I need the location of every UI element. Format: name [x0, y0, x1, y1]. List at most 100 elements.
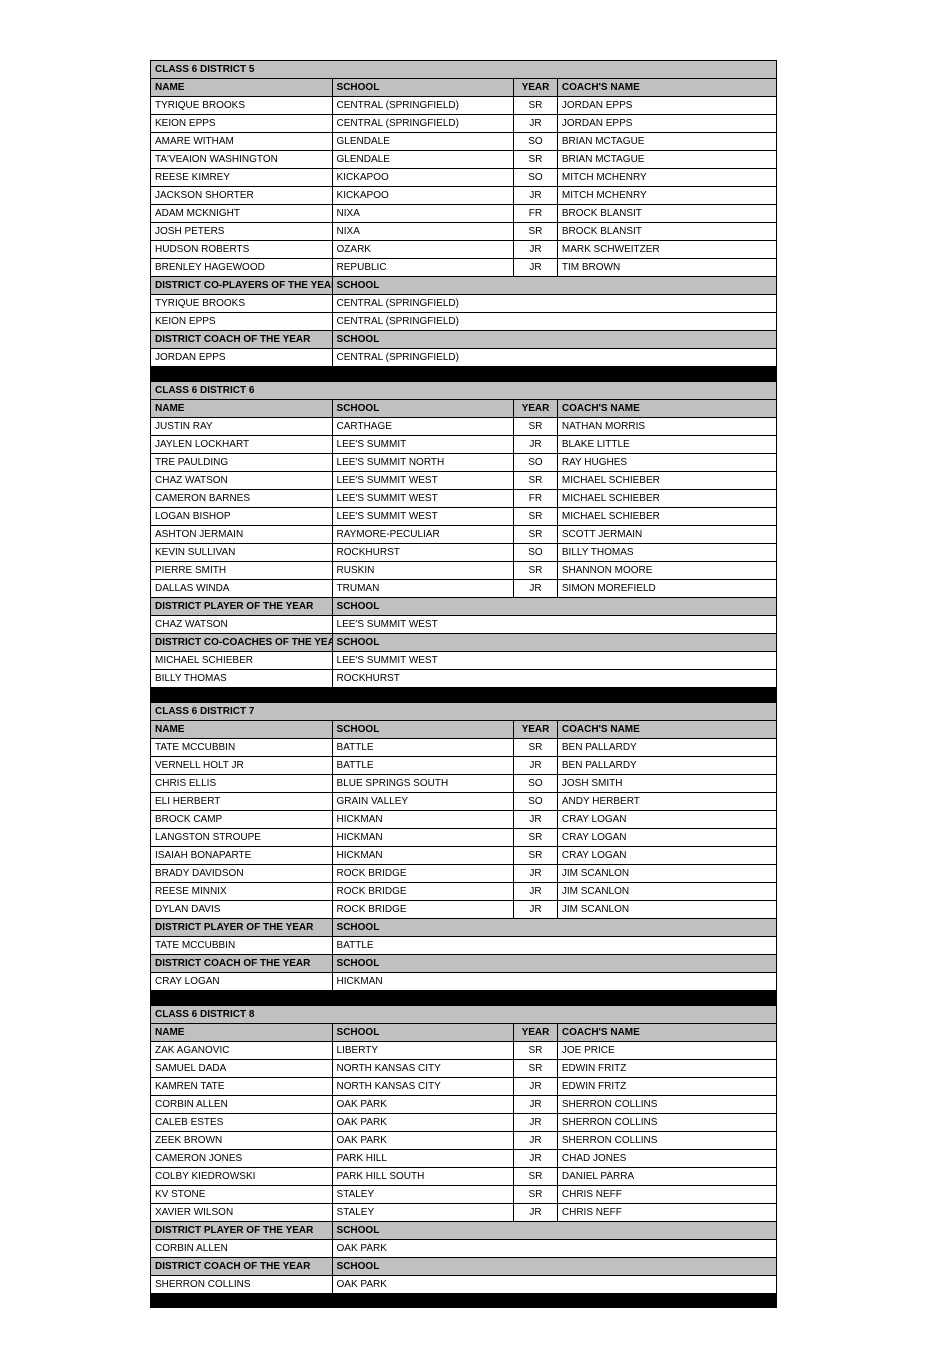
player-name: JOSH PETERS	[151, 223, 333, 241]
award-heading: DISTRICT PLAYER OF THE YEAR	[151, 598, 333, 616]
award-name: JORDAN EPPS	[151, 349, 333, 367]
district-separator	[150, 688, 777, 702]
player-name: ZAK AGANOVIC	[151, 1042, 333, 1060]
player-coach: BRIAN MCTAGUE	[557, 151, 776, 169]
player-name: JACKSON SHORTER	[151, 187, 333, 205]
award-heading: DISTRICT COACH OF THE YEAR	[151, 1258, 333, 1276]
player-row: TA'VEAION WASHINGTONGLENDALESRBRIAN MCTA…	[151, 151, 777, 169]
award-school: CENTRAL (SPRINGFIELD)	[332, 313, 776, 331]
player-coach: BEN PALLARDY	[557, 757, 776, 775]
player-name: CALEB ESTES	[151, 1114, 333, 1132]
award-name: SHERRON COLLINS	[151, 1276, 333, 1294]
award-heading: DISTRICT COACH OF THE YEAR	[151, 331, 333, 349]
player-name: ELI HERBERT	[151, 793, 333, 811]
player-row: JUSTIN RAYCARTHAGESRNATHAN MORRIS	[151, 418, 777, 436]
player-year: JR	[514, 1132, 558, 1150]
award-name: MICHAEL SCHIEBER	[151, 652, 333, 670]
player-name: TATE MCCUBBIN	[151, 739, 333, 757]
award-name: BILLY THOMAS	[151, 670, 333, 688]
award-row: CHAZ WATSONLEE'S SUMMIT WEST	[151, 616, 777, 634]
player-row: REESE MINNIXROCK BRIDGEJRJIM SCANLON	[151, 883, 777, 901]
player-school: NIXA	[332, 223, 514, 241]
award-school-header: SCHOOL	[332, 331, 776, 349]
player-name: BRADY DAVIDSON	[151, 865, 333, 883]
player-school: PARK HILL SOUTH	[332, 1168, 514, 1186]
player-coach: MITCH MCHENRY	[557, 169, 776, 187]
player-name: REESE MINNIX	[151, 883, 333, 901]
award-school: HICKMAN	[332, 973, 776, 991]
player-school: GRAIN VALLEY	[332, 793, 514, 811]
player-school: ROCKHURST	[332, 544, 514, 562]
district-separator	[150, 367, 777, 381]
player-name: XAVIER WILSON	[151, 1204, 333, 1222]
player-name: TYRIQUE BROOKS	[151, 97, 333, 115]
player-coach: NATHAN MORRIS	[557, 418, 776, 436]
award-school-header: SCHOOL	[332, 634, 776, 652]
player-year: SO	[514, 133, 558, 151]
district-table: CLASS 6 DISTRICT 5NAMESCHOOLYEARCOACH'S …	[150, 60, 777, 367]
player-name: BROCK CAMP	[151, 811, 333, 829]
col-header-name: NAME	[151, 79, 333, 97]
district-title: CLASS 6 DISTRICT 7	[151, 703, 777, 721]
award-row: CRAY LOGANHICKMAN	[151, 973, 777, 991]
col-header-school: SCHOOL	[332, 1024, 514, 1042]
player-coach: MICHAEL SCHIEBER	[557, 490, 776, 508]
player-school: HICKMAN	[332, 829, 514, 847]
player-row: KEION EPPSCENTRAL (SPRINGFIELD)JRJORDAN …	[151, 115, 777, 133]
player-row: PIERRE SMITHRUSKINSRSHANNON MOORE	[151, 562, 777, 580]
player-row: CAMERON JONESPARK HILLJRCHAD JONES	[151, 1150, 777, 1168]
player-name: ISAIAH BONAPARTE	[151, 847, 333, 865]
district-title: CLASS 6 DISTRICT 6	[151, 382, 777, 400]
player-row: KV STONESTALEYSRCHRIS NEFF	[151, 1186, 777, 1204]
player-name: KEION EPPS	[151, 115, 333, 133]
player-year: SO	[514, 775, 558, 793]
player-school: CENTRAL (SPRINGFIELD)	[332, 97, 514, 115]
player-name: DYLAN DAVIS	[151, 901, 333, 919]
player-row: ZEEK BROWNOAK PARKJRSHERRON COLLINS	[151, 1132, 777, 1150]
player-school: ROCK BRIDGE	[332, 901, 514, 919]
player-school: LEE'S SUMMIT	[332, 436, 514, 454]
player-school: PARK HILL	[332, 1150, 514, 1168]
award-row: SHERRON COLLINSOAK PARK	[151, 1276, 777, 1294]
player-coach: CHAD JONES	[557, 1150, 776, 1168]
award-heading: DISTRICT CO-PLAYERS OF THE YEAR	[151, 277, 333, 295]
player-year: JR	[514, 1114, 558, 1132]
player-year: JR	[514, 1150, 558, 1168]
player-row: JOSH PETERSNIXASRBROCK BLANSIT	[151, 223, 777, 241]
player-row: REESE KIMREYKICKAPOOSOMITCH MCHENRY	[151, 169, 777, 187]
award-school: BATTLE	[332, 937, 776, 955]
player-coach: JIM SCANLON	[557, 883, 776, 901]
player-year: SR	[514, 829, 558, 847]
player-coach: CHRIS NEFF	[557, 1186, 776, 1204]
player-year: SR	[514, 847, 558, 865]
player-year: SR	[514, 526, 558, 544]
player-row: CORBIN ALLENOAK PARKJRSHERRON COLLINS	[151, 1096, 777, 1114]
player-school: KICKAPOO	[332, 187, 514, 205]
player-school: TRUMAN	[332, 580, 514, 598]
player-school: HICKMAN	[332, 847, 514, 865]
player-school: LEE'S SUMMIT NORTH	[332, 454, 514, 472]
player-coach: EDWIN FRITZ	[557, 1060, 776, 1078]
award-name: CRAY LOGAN	[151, 973, 333, 991]
player-row: COLBY KIEDROWSKIPARK HILL SOUTHSRDANIEL …	[151, 1168, 777, 1186]
player-school: CARTHAGE	[332, 418, 514, 436]
player-year: SO	[514, 454, 558, 472]
col-header-year: YEAR	[514, 79, 558, 97]
award-name: TYRIQUE BROOKS	[151, 295, 333, 313]
player-year: JR	[514, 1096, 558, 1114]
award-row: TYRIQUE BROOKSCENTRAL (SPRINGFIELD)	[151, 295, 777, 313]
player-row: BRADY DAVIDSONROCK BRIDGEJRJIM SCANLON	[151, 865, 777, 883]
col-header-coach: COACH'S NAME	[557, 721, 776, 739]
player-year: SR	[514, 1042, 558, 1060]
player-name: LOGAN BISHOP	[151, 508, 333, 526]
award-school: OAK PARK	[332, 1240, 776, 1258]
player-year: JR	[514, 1078, 558, 1096]
player-row: TYRIQUE BROOKSCENTRAL (SPRINGFIELD)SRJOR…	[151, 97, 777, 115]
award-school-header: SCHOOL	[332, 1258, 776, 1276]
player-year: SR	[514, 223, 558, 241]
player-school: STALEY	[332, 1186, 514, 1204]
player-row: ISAIAH BONAPARTEHICKMANSRCRAY LOGAN	[151, 847, 777, 865]
player-school: GLENDALE	[332, 151, 514, 169]
player-name: JAYLEN LOCKHART	[151, 436, 333, 454]
player-school: LEE'S SUMMIT WEST	[332, 472, 514, 490]
